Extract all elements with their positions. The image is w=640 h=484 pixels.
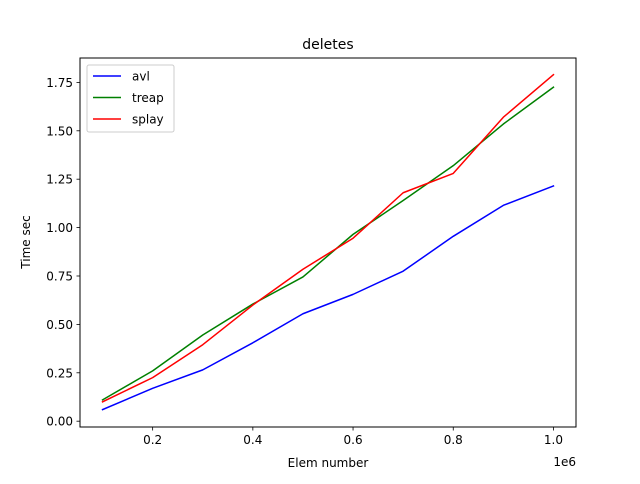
series-layer bbox=[101, 73, 555, 411]
legend-box bbox=[86, 64, 175, 133]
y-tick-label: 0.25 bbox=[46, 366, 73, 380]
x-axis-offset-label: 1e6 bbox=[553, 455, 576, 469]
x-tick-label: 0.8 bbox=[444, 433, 463, 447]
x-tick-label: 1.0 bbox=[544, 433, 563, 447]
legend-label-splay: splay bbox=[132, 113, 164, 127]
axes-frame bbox=[79, 57, 577, 428]
y-tick-label: 1.00 bbox=[46, 221, 73, 235]
x-axis-label: Elem number bbox=[288, 456, 369, 470]
y-ticks: 0.00 0.25 0.50 0.75 1.00 1.25 1.50 1.75 bbox=[46, 76, 80, 429]
y-tick-label: 1.25 bbox=[46, 173, 73, 187]
series-line-avl bbox=[101, 185, 555, 411]
legend-label-treap: treap bbox=[132, 91, 164, 105]
y-tick-label: 0.75 bbox=[46, 269, 73, 283]
x-tick-label: 0.2 bbox=[143, 433, 162, 447]
x-tick-label: 0.6 bbox=[344, 433, 363, 447]
legend: avl treap splay bbox=[86, 64, 175, 133]
y-tick-label: 0.00 bbox=[46, 415, 73, 429]
y-axis-label: Time sec bbox=[19, 215, 33, 269]
y-tick-label: 1.75 bbox=[46, 76, 73, 90]
y-tick-label: 1.50 bbox=[46, 124, 73, 138]
series-line-splay bbox=[101, 73, 555, 403]
x-ticks: 0.2 0.4 0.6 0.8 1.0 bbox=[143, 427, 563, 447]
chart-title: deletes bbox=[302, 37, 353, 53]
x-tick-label: 0.4 bbox=[243, 433, 262, 447]
legend-label-avl: avl bbox=[132, 70, 150, 84]
y-tick-label: 0.50 bbox=[46, 318, 73, 332]
